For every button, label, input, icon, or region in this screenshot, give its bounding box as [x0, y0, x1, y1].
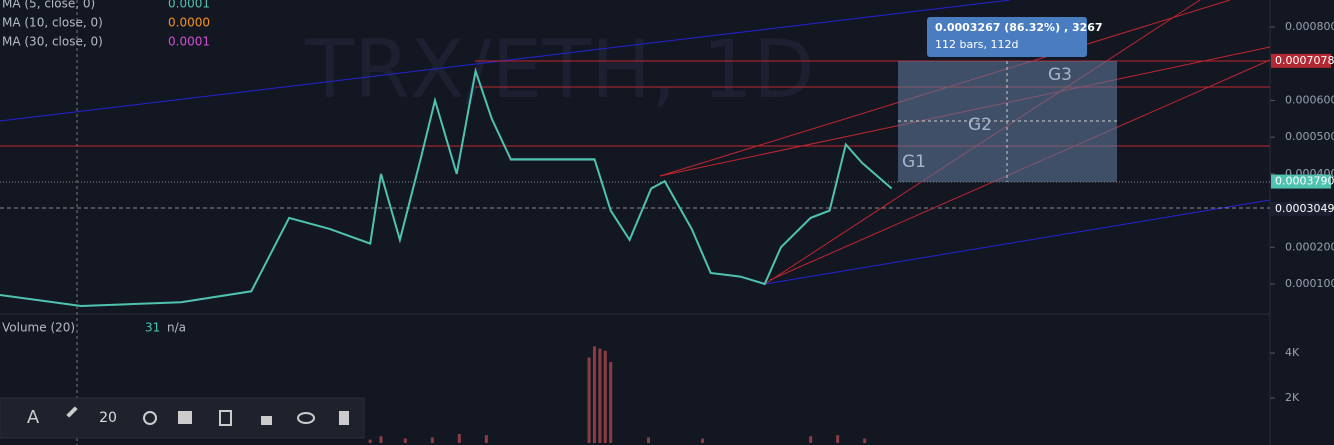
price-line	[0, 67, 893, 308]
volume-bar	[457, 434, 461, 443]
y-tick-label: 4K	[1285, 346, 1300, 359]
price-marker-label: 0.0007078	[1275, 54, 1334, 67]
volume-bar	[701, 438, 705, 443]
volume-bar	[379, 436, 383, 443]
volume-bar	[598, 348, 602, 443]
price-marker	[1271, 174, 1331, 189]
trendline	[764, 199, 1271, 285]
legend-label: MA (30, close, 0)	[2, 35, 103, 49]
y-tick-label: 2K	[1285, 391, 1300, 404]
volume-bar	[587, 357, 591, 443]
volume-bar	[484, 435, 488, 443]
volume-bar	[603, 350, 607, 443]
price-marker	[1271, 201, 1331, 216]
template-button[interactable]	[178, 411, 192, 424]
legend-value: 0.0000	[168, 16, 210, 30]
volume-bar	[863, 438, 867, 443]
volume-bar	[368, 439, 372, 443]
fib-label: G1	[902, 152, 926, 172]
legend-value: 0.0001	[168, 35, 210, 49]
visibility-button[interactable]	[297, 412, 315, 424]
volume-label: Volume (20)	[2, 321, 75, 335]
legend-label: MA (10, close, 0)	[2, 16, 103, 30]
clone-button[interactable]	[219, 410, 232, 426]
volume-bar	[403, 438, 407, 443]
volume-bar	[592, 346, 596, 443]
y-tick-label: 0.0006000	[1285, 93, 1334, 106]
volume-bar	[836, 435, 840, 443]
tooltip-line: 112 bars, 112d	[935, 38, 1018, 51]
fib-label: G2	[968, 115, 992, 135]
price-marker	[1271, 53, 1331, 68]
measure-tooltip	[927, 17, 1087, 57]
width-select[interactable]: 20	[99, 410, 117, 426]
watermark: TRX/ETH, 1D	[304, 23, 814, 116]
volume-value: 31	[145, 321, 160, 335]
delete-button[interactable]	[339, 411, 349, 425]
y-tick-label: 0.0008000	[1285, 20, 1334, 33]
tooltip-line: 0.0003267 (86.32%) , 3267	[935, 21, 1103, 34]
fib-label: G3	[1048, 65, 1072, 85]
legend: MA (5, close, 0) 0.0001 MA (10, close, 0) 0…	[2, 0, 210, 49]
volume-bar	[647, 437, 651, 443]
y-tick-label: 0.0002000	[1285, 240, 1334, 253]
volume-bar	[609, 362, 613, 443]
price-marker-label: 0.0003049	[1275, 202, 1334, 215]
lock-button[interactable]	[261, 416, 272, 425]
volume-bar	[430, 437, 434, 443]
legend-label: MA (5, close, 0)	[2, 0, 95, 11]
settings-button[interactable]	[143, 411, 157, 425]
pen-tool[interactable]	[66, 406, 78, 418]
price-marker-label: 0.0003790	[1275, 175, 1334, 188]
y-tick-label: 0.0001000	[1285, 277, 1334, 290]
volume-bar	[809, 436, 813, 443]
text-tool[interactable]: A	[27, 407, 40, 428]
y-tick-label: 0.0005000	[1285, 130, 1334, 143]
legend-value: 0.0001	[168, 0, 210, 11]
drawing-toolbar: A 20	[0, 397, 365, 439]
volume-extra: n/a	[167, 321, 186, 335]
